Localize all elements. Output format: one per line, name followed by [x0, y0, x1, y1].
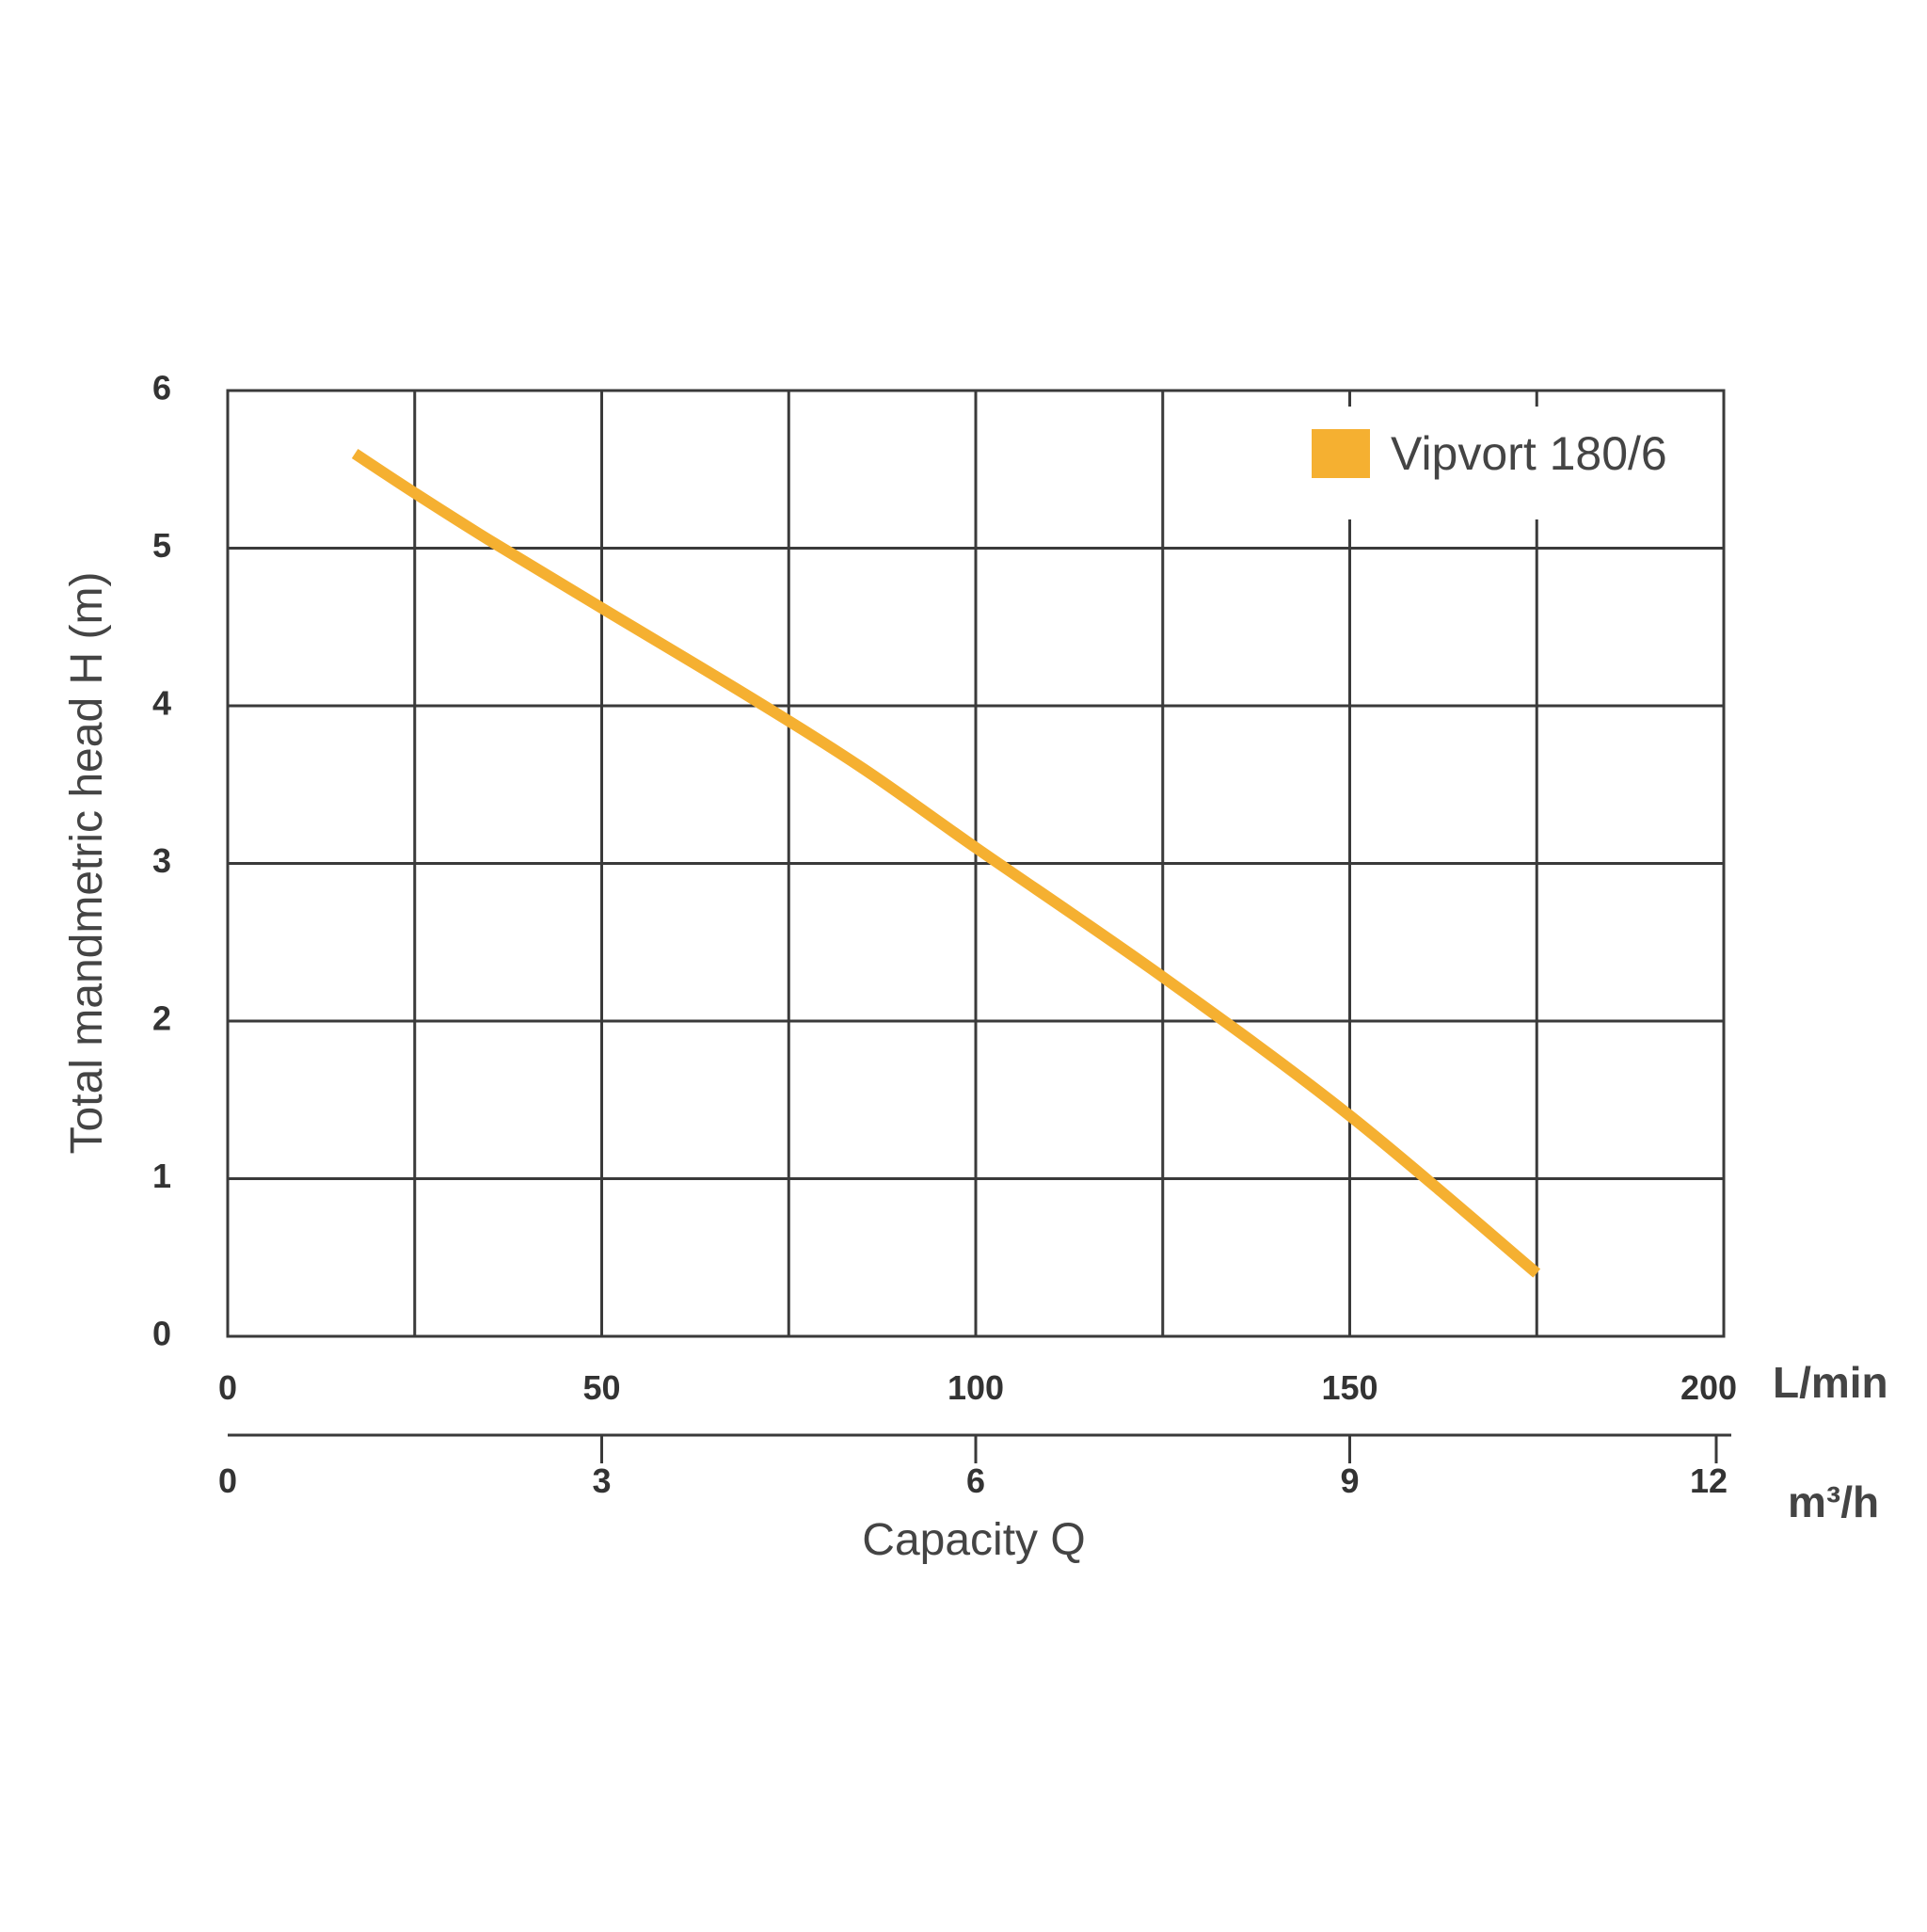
x-unit-label: L/min — [1773, 1358, 1888, 1407]
legend-swatch — [1312, 429, 1370, 478]
x-tick-label: 0 — [218, 1368, 237, 1407]
series-line — [351, 448, 1541, 1278]
x-tick-labels-lmin: 0 50 100 150 200 — [218, 1368, 1737, 1407]
y-tick-label: 6 — [152, 369, 171, 407]
x2-tick-label: 3 — [592, 1461, 611, 1500]
x-axis-title: Capacity Q — [862, 1515, 1085, 1565]
y-tick-label: 1 — [152, 1157, 171, 1195]
x-tick-label: 50 — [582, 1368, 620, 1407]
x2-tick-label: 12 — [1690, 1461, 1728, 1500]
y-tick-label: 2 — [152, 999, 171, 1038]
x2-unit-label: m³/h — [1788, 1477, 1879, 1526]
legend-label: Vipvort 180/6 — [1391, 427, 1667, 480]
y-tick-label: 0 — [152, 1315, 171, 1353]
x-tick-label: 150 — [1321, 1368, 1378, 1407]
x2-tick-label: 0 — [218, 1461, 237, 1500]
legend: Vipvort 180/6 — [1312, 427, 1667, 480]
x-tick-labels-m3h: 0 3 6 9 12 — [218, 1461, 1728, 1500]
y-axis-title: Total mandmetric head H (m) — [62, 572, 112, 1155]
x2-tick-label: 6 — [966, 1461, 985, 1500]
secondary-x-axis — [228, 1433, 1731, 1463]
y-tick-label: 3 — [152, 841, 171, 880]
x2-tick-label: 9 — [1340, 1461, 1359, 1500]
x-tick-label: 200 — [1680, 1368, 1737, 1407]
y-tick-labels: 0 1 2 3 4 5 6 — [152, 369, 171, 1353]
y-tick-label: 4 — [152, 684, 171, 723]
y-tick-label: 5 — [152, 526, 171, 565]
grid-lines — [228, 389, 1724, 1338]
x-tick-label: 100 — [948, 1368, 1004, 1407]
plot-frame — [226, 389, 1726, 1338]
series-layer — [351, 448, 1541, 1278]
